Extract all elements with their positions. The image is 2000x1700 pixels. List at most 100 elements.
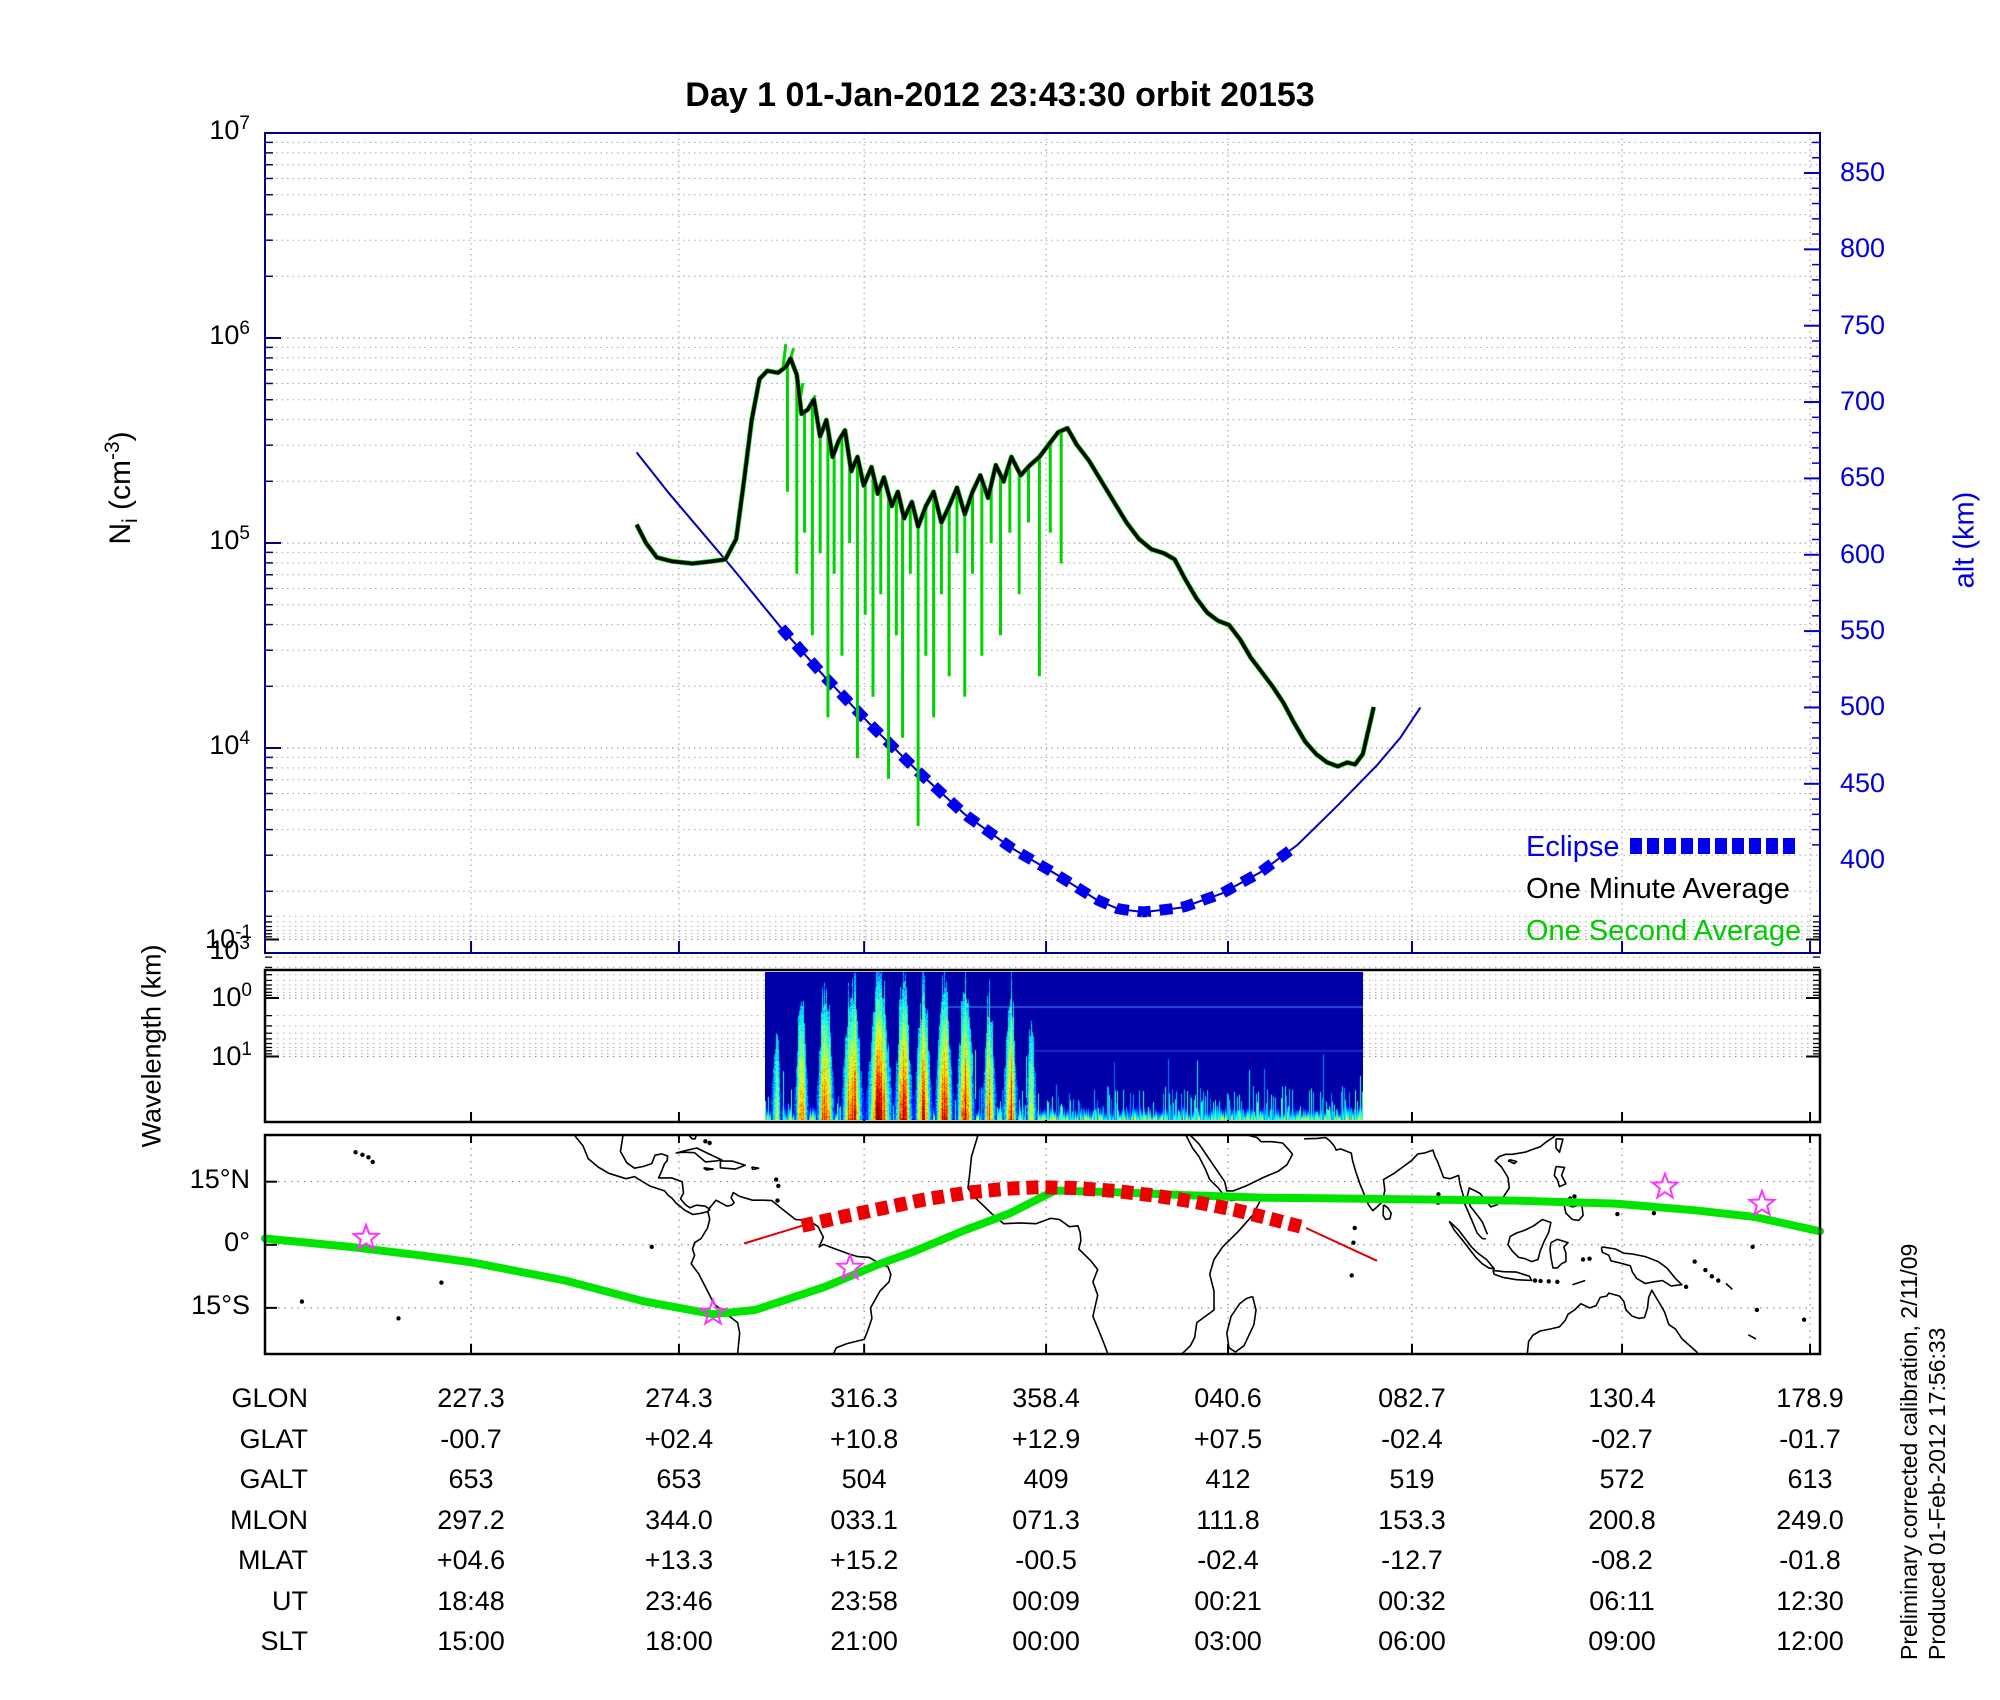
right-tick-650: 650 bbox=[1840, 462, 1886, 493]
wave-tick-10e1: 101 bbox=[211, 1038, 252, 1071]
y-axis-label-wavelength: Wavelength (km) bbox=[136, 944, 167, 1148]
table-cell-mlon-7: 200.8 bbox=[1588, 1504, 1656, 1535]
table-cell-galt-6: 519 bbox=[1389, 1464, 1435, 1494]
table-row-label-mlon: MLON bbox=[229, 1504, 308, 1535]
table-cell-mlon-2: 344.0 bbox=[645, 1504, 713, 1535]
table-cell-mlon-6: 153.3 bbox=[1378, 1504, 1446, 1535]
table-cell-ut-7: 06:11 bbox=[1589, 1585, 1655, 1616]
map-lat-label-15°N: 15°N bbox=[189, 1163, 250, 1194]
table-cell-mlat-7: -08.2 bbox=[1591, 1545, 1653, 1575]
left-tick-10e7: 107 bbox=[209, 113, 250, 145]
table-cell-mlon-8: 249.0 bbox=[1776, 1504, 1844, 1535]
table-row-label-mlat: MLAT bbox=[237, 1545, 308, 1575]
table-cell-mlat-1: +04.6 bbox=[436, 1545, 506, 1575]
right-tick-750: 750 bbox=[1840, 309, 1886, 340]
legend-eclipse-marker bbox=[1630, 838, 1798, 854]
table-cell-ut-6: 00:32 bbox=[1378, 1585, 1446, 1616]
legend-one-second: One Second Average bbox=[1526, 915, 1801, 948]
right-tick-850: 850 bbox=[1840, 157, 1886, 187]
table-cell-mlat-3: +15.2 bbox=[829, 1545, 899, 1575]
table-cell-galt-7: 572 bbox=[1599, 1464, 1645, 1494]
table-cell-mlon-4: 071.3 bbox=[1012, 1504, 1080, 1535]
footer-calibration-note: Preliminary corrected calibration, 2/11/… bbox=[1896, 1243, 1922, 1660]
table-cell-galt-1: 653 bbox=[448, 1464, 494, 1494]
table-cell-glon-5: 040.6 bbox=[1194, 1383, 1262, 1413]
table-cell-slt-4: 00:00 bbox=[1012, 1626, 1080, 1656]
table-cell-slt-6: 06:00 bbox=[1378, 1626, 1446, 1656]
table-cell-slt-5: 03:00 bbox=[1194, 1626, 1262, 1656]
wave-tick-10e-1: 10-1 bbox=[205, 921, 252, 954]
table-cell-slt-3: 21:00 bbox=[830, 1626, 898, 1656]
table-cell-glon-1: 227.3 bbox=[437, 1383, 505, 1413]
world-map-canvas bbox=[261, 1133, 1824, 1356]
left-tick-10e6: 106 bbox=[209, 318, 250, 350]
table-cell-glat-5: +07.5 bbox=[1193, 1423, 1263, 1454]
table-cell-galt-8: 613 bbox=[1787, 1464, 1833, 1494]
legend-one-minute-label: One Minute Average bbox=[1526, 873, 1790, 905]
right-tick-450: 450 bbox=[1840, 767, 1886, 798]
right-tick-500: 500 bbox=[1840, 691, 1886, 722]
left-tick-10e3: 103 bbox=[209, 933, 250, 965]
wave-tick-10e0: 100 bbox=[211, 980, 252, 1012]
table-cell-glat-6: -02.4 bbox=[1381, 1423, 1443, 1454]
table-cell-glon-3: 316.3 bbox=[830, 1383, 898, 1413]
table-cell-slt-2: 18:00 bbox=[645, 1626, 713, 1656]
table-row-label-galt: GALT bbox=[239, 1464, 308, 1494]
right-tick-700: 700 bbox=[1840, 386, 1886, 417]
legend-one-second-label: One Second Average bbox=[1526, 915, 1802, 947]
table-row-label-glat: GLAT bbox=[239, 1423, 308, 1454]
table-cell-mlat-8: -01.8 bbox=[1779, 1545, 1841, 1575]
legend-one-minute: One Minute Average bbox=[1526, 873, 1790, 906]
left-tick-10e5: 105 bbox=[209, 523, 250, 555]
footer-produced-note: Produced 01-Feb-2012 17:56:33 bbox=[1924, 1327, 1950, 1660]
table-cell-glon-4: 358.4 bbox=[1012, 1383, 1080, 1413]
density-altitude-canvas bbox=[264, 132, 1821, 954]
table-row-label-slt: SLT bbox=[260, 1626, 308, 1656]
map-lat-label-0°: 0° bbox=[224, 1226, 250, 1257]
table-cell-slt-1: 15:00 bbox=[437, 1626, 505, 1656]
table-cell-mlon-3: 033.1 bbox=[830, 1504, 898, 1535]
table-cell-glat-3: +10.8 bbox=[829, 1423, 899, 1454]
y-axis-label-density: Ni (cm-3) bbox=[101, 431, 142, 545]
table-cell-glat-8: -01.7 bbox=[1779, 1423, 1841, 1454]
spectrogram-image bbox=[765, 972, 1363, 1120]
table-cell-ut-4: 00:09 bbox=[1012, 1585, 1080, 1616]
table-cell-mlat-6: -12.7 bbox=[1381, 1545, 1443, 1575]
legend-eclipse-label: Eclipse bbox=[1526, 831, 1620, 863]
table-cell-mlat-4: -00.5 bbox=[1015, 1545, 1077, 1575]
map-lat-label-15°S: 15°S bbox=[191, 1289, 250, 1320]
table-cell-mlon-5: 111.8 bbox=[1196, 1504, 1260, 1535]
table-row-label-glon: GLON bbox=[231, 1383, 308, 1413]
table-row-label-ut: UT bbox=[272, 1585, 308, 1616]
wavelength-spectrogram-panel bbox=[263, 915, 1822, 1124]
table-cell-slt-7: 09:00 bbox=[1588, 1626, 1656, 1656]
table-cell-mlon-1: 297.2 bbox=[437, 1504, 505, 1535]
table-cell-galt-4: 409 bbox=[1023, 1464, 1069, 1494]
left-tick-10e4: 104 bbox=[209, 728, 250, 760]
density-altitude-plot bbox=[264, 132, 1821, 954]
table-cell-ut-2: 23:46 bbox=[645, 1585, 713, 1616]
table-cell-slt-8: 12:00 bbox=[1776, 1626, 1844, 1656]
table-cell-glon-7: 130.4 bbox=[1588, 1383, 1656, 1413]
legend-eclipse: Eclipse bbox=[1526, 831, 1620, 864]
ground-track-map bbox=[261, 1133, 1824, 1356]
table-cell-glat-2: +02.4 bbox=[644, 1423, 714, 1454]
table-cell-ut-1: 18:48 bbox=[437, 1585, 505, 1616]
table-cell-galt-2: 653 bbox=[656, 1464, 702, 1494]
table-cell-mlat-5: -02.4 bbox=[1197, 1545, 1259, 1575]
plot-title: Day 1 01-Jan-2012 23:43:30 orbit 20153 bbox=[685, 76, 1315, 114]
y-axis-label-altitude: alt (km) bbox=[1948, 491, 1981, 589]
table-cell-glat-1: -00.7 bbox=[440, 1423, 502, 1454]
table-cell-mlat-2: +13.3 bbox=[644, 1545, 714, 1575]
table-cell-ut-8: 12:30 bbox=[1776, 1585, 1844, 1616]
table-cell-glon-2: 274.3 bbox=[645, 1383, 713, 1413]
table-cell-galt-3: 504 bbox=[841, 1464, 887, 1494]
right-tick-800: 800 bbox=[1840, 233, 1886, 264]
right-tick-400: 400 bbox=[1840, 844, 1886, 875]
right-tick-550: 550 bbox=[1840, 615, 1886, 646]
table-cell-glat-4: +12.9 bbox=[1011, 1423, 1081, 1454]
table-cell-glon-6: 082.7 bbox=[1378, 1383, 1446, 1413]
right-tick-600: 600 bbox=[1840, 538, 1886, 569]
table-cell-galt-5: 412 bbox=[1205, 1464, 1251, 1494]
